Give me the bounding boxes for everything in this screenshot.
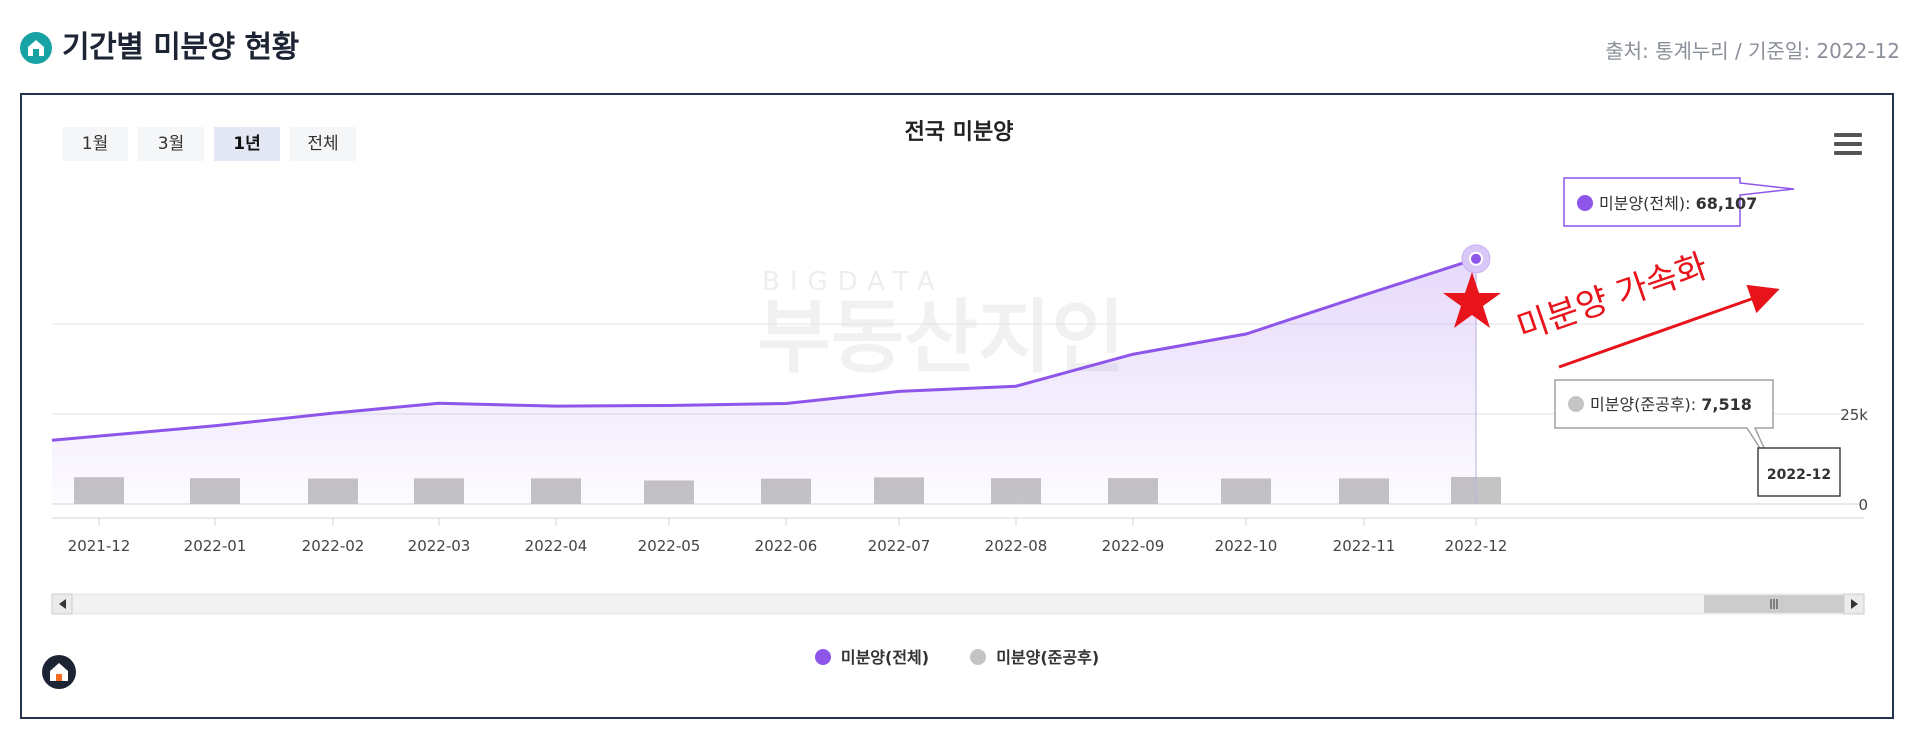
x-axis: 2021-12 2022-01 2022-02 2022-03 2022-04 2022-… bbox=[52, 517, 1864, 555]
tooltip-total-dot bbox=[1577, 195, 1593, 211]
tooltip-completed: 미분양(준공후): 7,518 bbox=[1554, 379, 1775, 471]
page-title: 기간별 미분양 현황 bbox=[62, 30, 299, 65]
x-tick-label-2022-01: 2022-01 bbox=[184, 537, 247, 555]
tooltip-total-value: 68,107 bbox=[1696, 194, 1758, 213]
x-tick-label-2022-04: 2022-04 bbox=[525, 537, 588, 555]
range-button-3-months[interactable]: 3월 bbox=[138, 127, 204, 161]
tooltip-category: 2022-12 bbox=[1757, 447, 1841, 497]
legend-label-completed: 미분양(준공후) bbox=[996, 648, 1100, 667]
svg-text:미분양(준공후): 7,518: 미분양(준공후): 7,518 bbox=[1590, 395, 1752, 414]
legend-item-completed[interactable]: 미분양(준공후) bbox=[970, 645, 1099, 671]
x-tick-label-2022-06: 2022-06 bbox=[755, 537, 818, 555]
chart-menu-icon[interactable] bbox=[1834, 133, 1862, 157]
tooltip-category-label: 2022-12 bbox=[1767, 467, 1831, 483]
tooltip-completed-value: 7,518 bbox=[1701, 395, 1752, 414]
star-icon bbox=[1443, 272, 1501, 328]
page-header: 기간별 미분양 현황 출처: 통계누리 / 기준일: 2022-12 bbox=[20, 28, 1900, 68]
legend-item-total[interactable]: 미분양(전체) bbox=[814, 645, 930, 671]
x-tick-label-2022-07: 2022-07 bbox=[868, 537, 931, 555]
scroll-left-arrow-icon bbox=[59, 599, 66, 609]
x-tick-label-2022-03: 2022-03 bbox=[408, 537, 471, 555]
annotation-text: 미분양 가속화 bbox=[1512, 246, 1713, 348]
annotation-arrow bbox=[1558, 284, 1780, 369]
tooltip-completed-label: 미분양(준공후): bbox=[1590, 395, 1701, 414]
legend-dot-completed bbox=[970, 649, 987, 665]
legend-dot-total bbox=[814, 649, 831, 665]
chart-scrollbar[interactable] bbox=[51, 593, 1865, 615]
y-axis-labels: 0 25k bbox=[1840, 406, 1868, 514]
chart-legend: 미분양(전체) 미분양(준공후) bbox=[22, 645, 1892, 671]
x-tick-label-2022-08: 2022-08 bbox=[985, 537, 1048, 555]
tooltip-total-label: 미분양(전체): bbox=[1599, 194, 1696, 213]
x-tick-label-2022-12: 2022-12 bbox=[1445, 537, 1508, 555]
chart-title: 전국 미분양 bbox=[905, 120, 1014, 145]
line-series-total bbox=[51, 257, 1477, 442]
scroll-right-arrow-icon bbox=[1851, 599, 1858, 609]
x-tick-label-2021-12: 2021-12 bbox=[68, 537, 131, 555]
x-tick-label-2022-09: 2022-09 bbox=[1102, 537, 1165, 555]
hover-point[interactable] bbox=[1469, 251, 1483, 266]
tooltip-completed-dot bbox=[1568, 396, 1584, 412]
y-tick-label-0: 0 bbox=[1858, 496, 1868, 514]
x-tick-label-2022-11: 2022-11 bbox=[1333, 537, 1396, 555]
x-tick-label-2022-05: 2022-05 bbox=[638, 537, 701, 555]
tooltip-total: 미분양(전체): 68,107 bbox=[1563, 177, 1795, 227]
brand-logo-icon bbox=[42, 655, 76, 689]
x-tick-label-2022-10: 2022-10 bbox=[1215, 537, 1278, 555]
y-tick-label-25k: 25k bbox=[1840, 406, 1868, 424]
watermark-large: 부동산지인 bbox=[757, 291, 1125, 384]
home-icon bbox=[20, 32, 52, 64]
chart-canvas: BIGDATA 부동산지인 전국 미분양 2021-12 2022-01 2022-… bbox=[51, 120, 1868, 615]
data-source-label: 출처: 통계누리 / 기준일: 2022-12 bbox=[1605, 39, 1900, 63]
range-button-1-month[interactable]: 1월 bbox=[62, 127, 128, 161]
range-button-all[interactable]: 전체 bbox=[290, 127, 356, 161]
svg-text:미분양(전체): 68,107: 미분양(전체): 68,107 bbox=[1599, 194, 1757, 213]
legend-label-total: 미분양(전체) bbox=[840, 648, 930, 667]
chart-panel: BIGDATA 부동산지인 전국 미분양 2021-12 2022-01 2022-… bbox=[20, 93, 1894, 719]
line-area-fill bbox=[52, 258, 1476, 504]
watermark-small: BIGDATA bbox=[762, 267, 945, 297]
range-button-1-year[interactable]: 1년 bbox=[214, 127, 280, 161]
scrollbar-track[interactable] bbox=[51, 593, 1865, 615]
x-tick-label-2022-02: 2022-02 bbox=[302, 537, 365, 555]
